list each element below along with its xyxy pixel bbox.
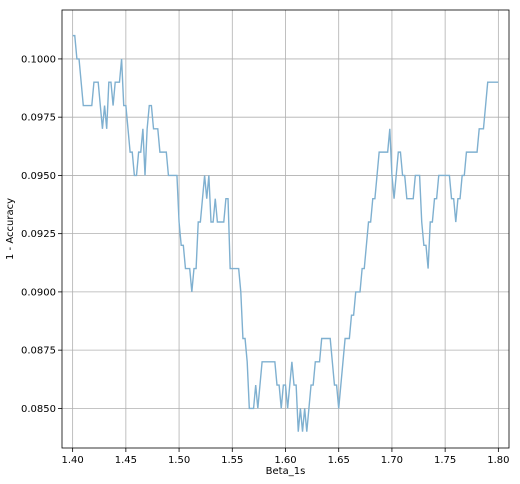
x-tick-label: 1.80: [487, 455, 509, 466]
y-tick-label: 0.0900: [21, 287, 56, 298]
y-tick-label: 0.0875: [21, 346, 56, 357]
y-tick-label: 0.1000: [21, 54, 56, 65]
axis-ticks: 1.40 1.45 1.50 1.55 1.60 1.65 1.70 1.75 1.80 0.08…: [21, 54, 509, 466]
x-tick-label: 1.75: [434, 455, 456, 466]
x-tick-label: 1.45: [115, 455, 137, 466]
y-tick-label: 0.0925: [21, 229, 56, 240]
y-tick-label: 0.0975: [21, 113, 56, 124]
grid: [62, 10, 509, 448]
series-line: [72, 34, 499, 432]
x-tick-label: 1.55: [221, 455, 243, 466]
x-tick-label: 1.50: [168, 455, 190, 466]
x-tick-label: 1.40: [62, 455, 84, 466]
y-tick-label: 0.0950: [21, 171, 56, 182]
x-axis-label: Beta_1s: [266, 466, 306, 477]
x-tick-label: 1.60: [274, 455, 296, 466]
x-tick-label: 1.65: [328, 455, 350, 466]
y-tick-label: 0.0850: [21, 404, 56, 415]
x-tick-label: 1.70: [381, 455, 403, 466]
y-axis-label: 1 - Accuracy: [5, 198, 16, 260]
